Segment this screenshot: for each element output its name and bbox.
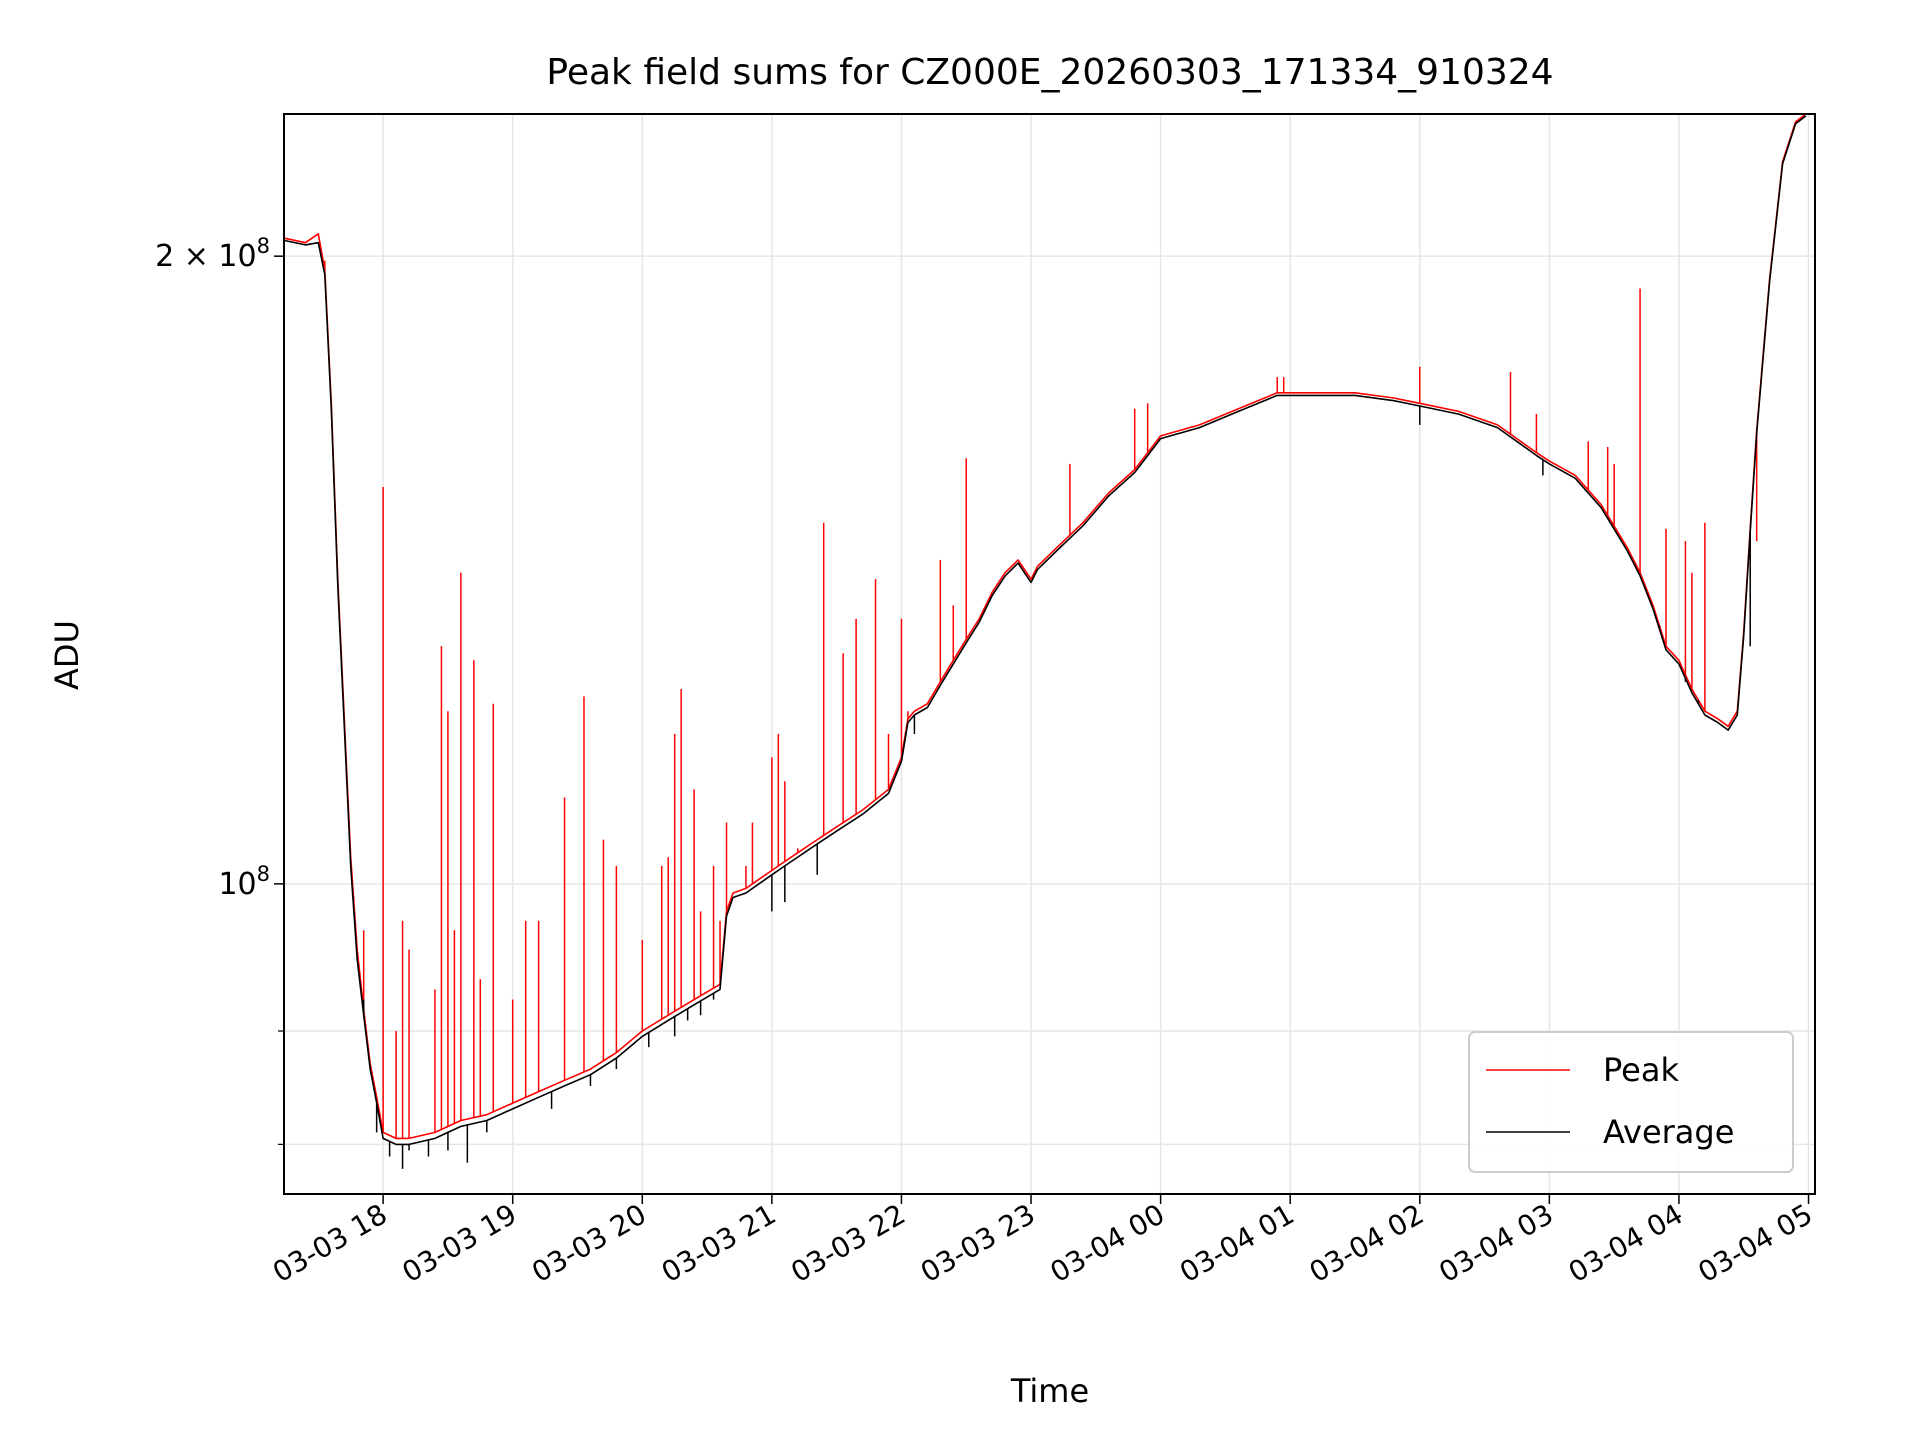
series-line-peak [284,114,1807,1140]
legend-peak-label: Peak [1603,1051,1679,1089]
chart-title: Peak field sums for CZ000E_20260303_1713… [546,52,1553,93]
y-tick-label-1: 2 × 108 [155,234,270,274]
y-axis-label: ADU [48,620,86,690]
legend-box [1468,1031,1794,1173]
legend-average-label: Average [1603,1113,1734,1151]
y-tick-label-0: 108 [218,862,270,902]
series-layer [284,114,1807,1169]
plot-frame [283,113,1816,1195]
legend: Peak Average [1468,1031,1794,1173]
series-average [284,115,1807,1169]
x-axis-label: Time [1010,1372,1089,1410]
series-line-average [284,115,1807,1146]
series-peak [284,114,1807,1140]
y-axis: 108 2 × 108 [155,234,284,1145]
